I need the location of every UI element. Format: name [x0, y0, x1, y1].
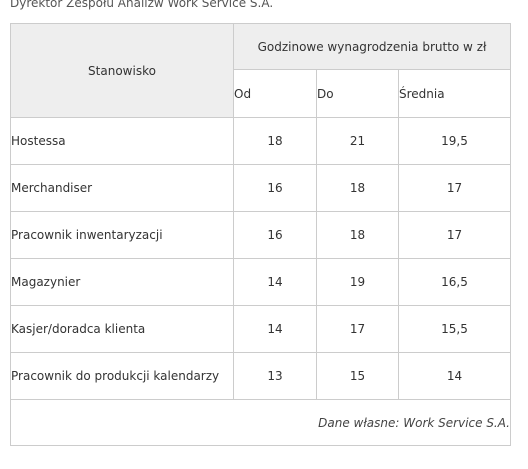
subheader-avg: Średnia	[398, 69, 511, 118]
table-row: Pracownik do produkcji kalendarzy 13 15 …	[10, 352, 511, 400]
row-from: 16	[233, 211, 317, 259]
table-row: Pracownik inwentaryzacji 16 18 17	[10, 211, 511, 259]
row-from: 14	[233, 258, 317, 306]
header-job: Stanowisko	[10, 23, 234, 118]
row-job: Merchandiser	[10, 164, 234, 212]
row-avg: 19,5	[398, 117, 511, 165]
table-header-row: Stanowisko Godzinowe wynagrodzenia brutt…	[10, 22, 511, 118]
table-row: Merchandiser 16 18 17	[10, 164, 511, 212]
row-avg: 17	[398, 211, 511, 259]
row-avg: 16,5	[398, 258, 511, 306]
header-wage: Godzinowe wynagrodzenia brutto w zł	[233, 22, 511, 71]
row-from: 16	[233, 164, 317, 212]
table-row: Hostessa 18 21 19,5	[10, 117, 511, 165]
table-source-row: Dane własne: Work Service S.A.	[10, 399, 511, 446]
row-avg: 17	[398, 164, 511, 212]
row-to: 18	[316, 211, 399, 259]
subheader-from: Od	[233, 69, 317, 118]
row-job: Pracownik inwentaryzacji	[10, 211, 234, 259]
row-from: 18	[233, 117, 317, 165]
source-note: Dane własne: Work Service S.A.	[10, 399, 511, 446]
row-avg: 15,5	[398, 305, 511, 353]
row-to: 21	[316, 117, 399, 165]
row-avg: 14	[398, 352, 511, 400]
row-to: 17	[316, 305, 399, 353]
wages-table: Stanowisko Godzinowe wynagrodzenia brutt…	[10, 22, 511, 446]
table-row: Magazynier 14 19 16,5	[10, 258, 511, 306]
row-from: 13	[233, 352, 317, 400]
subheader-to: Do	[316, 69, 399, 118]
table-row: Kasjer/doradca klienta 14 17 15,5	[10, 305, 511, 353]
row-job: Kasjer/doradca klienta	[10, 305, 234, 353]
row-to: 19	[316, 258, 399, 306]
row-job: Hostessa	[10, 117, 234, 165]
author-caption: Dyrektor Zespołu Analizw Work Service S.…	[10, 0, 274, 10]
row-from: 14	[233, 305, 317, 353]
row-to: 15	[316, 352, 399, 400]
row-job: Magazynier	[10, 258, 234, 306]
table-subheader-row: Od Do Średnia	[11, 69, 511, 118]
row-job: Pracownik do produkcji kalendarzy	[10, 352, 234, 400]
row-to: 18	[316, 164, 399, 212]
